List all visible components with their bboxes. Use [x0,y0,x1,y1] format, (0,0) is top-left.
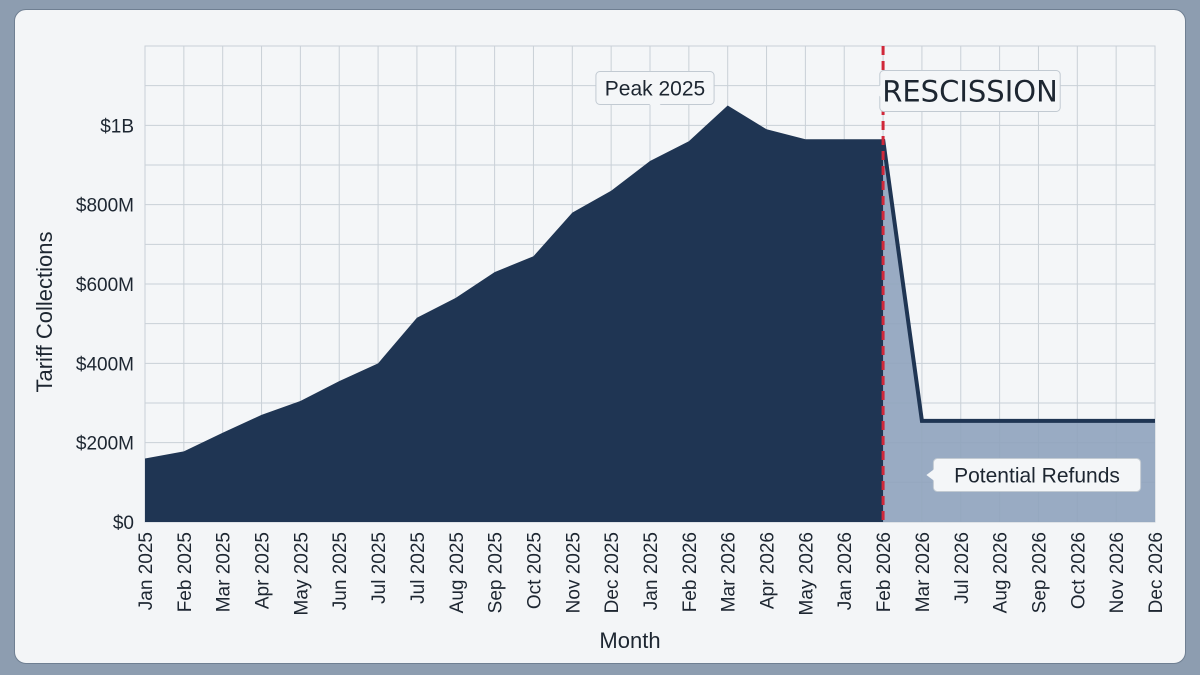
y-tick-label: $600M [76,275,134,296]
rescission-callout-text: RESCISSION [882,74,1058,108]
y-tick-label: $400M [76,354,134,375]
x-tick-label: Jul 2026 [952,532,973,604]
x-tick-label: May 2026 [796,532,817,615]
x-tick-label: Mar 2026 [719,532,740,612]
y-axis-title: Tariff Collections [32,232,57,393]
x-tick-label: Jan 2025 [641,532,662,610]
x-tick-label: Feb 2025 [175,532,196,612]
annotations: Peak 2025 RESCISSION Potential Refunds [595,70,1142,492]
rescission-callout-pointer [872,85,881,97]
refunds-callout-text: Potential Refunds [954,465,1120,488]
collections-area [145,105,884,522]
x-tick-label: Feb 2026 [680,532,701,612]
x-tick-label: Sep 2025 [486,532,507,613]
potential-refunds-area [883,139,1155,522]
x-axis-ticks: Jan 2025 Feb 2025 Mar 2025 Apr 2025 May 2025… [136,532,1167,615]
x-tick-label: Jan 2025 [136,532,157,610]
x-tick-label: Jul 2025 [408,532,429,604]
x-tick-label: Apr 2025 [253,532,274,609]
peak-callout: Peak 2025 [595,71,715,111]
y-axis-ticks: $0 $200M $400M $600M $800M $1B [76,116,134,534]
x-tick-label: Oct 2026 [1068,532,1089,609]
post-rescission-line [881,138,1155,423]
x-tick-label: Dec 2025 [602,532,623,613]
peak-callout-pointer [649,103,661,111]
x-tick-label: Apr 2026 [758,532,779,609]
y-tick-label: $800M [76,196,134,217]
x-tick-label: Sep 2026 [1029,532,1050,613]
x-tick-label: Mar 2025 [214,532,235,612]
y-tick-label: $0 [113,513,134,534]
x-tick-label: Aug 2025 [447,532,468,613]
x-tick-label: May 2025 [291,532,312,615]
x-axis-title: Month [599,628,660,653]
x-tick-label: Jun 2025 [330,532,351,610]
x-tick-label: Jul 2025 [369,532,390,604]
y-tick-label: $200M [76,434,134,455]
x-tick-label: Feb 2026 [874,532,895,612]
x-tick-label: Nov 2025 [563,532,584,613]
x-tick-label: Mar 2026 [913,532,934,612]
area-layer [145,46,1155,522]
x-tick-label: Oct 2025 [524,532,545,609]
x-tick-label: Aug 2026 [991,532,1012,613]
x-tick-label: Dec 2026 [1146,532,1167,613]
rescission-callout: RESCISSION [872,70,1061,112]
peak-callout-text: Peak 2025 [605,78,705,101]
y-tick-label: $1B [100,116,134,137]
x-tick-label: Nov 2026 [1107,532,1128,613]
refunds-callout-pointer [926,469,935,481]
x-tick-label: Jan 2026 [835,532,856,610]
refunds-callout: Potential Refunds [926,458,1142,492]
